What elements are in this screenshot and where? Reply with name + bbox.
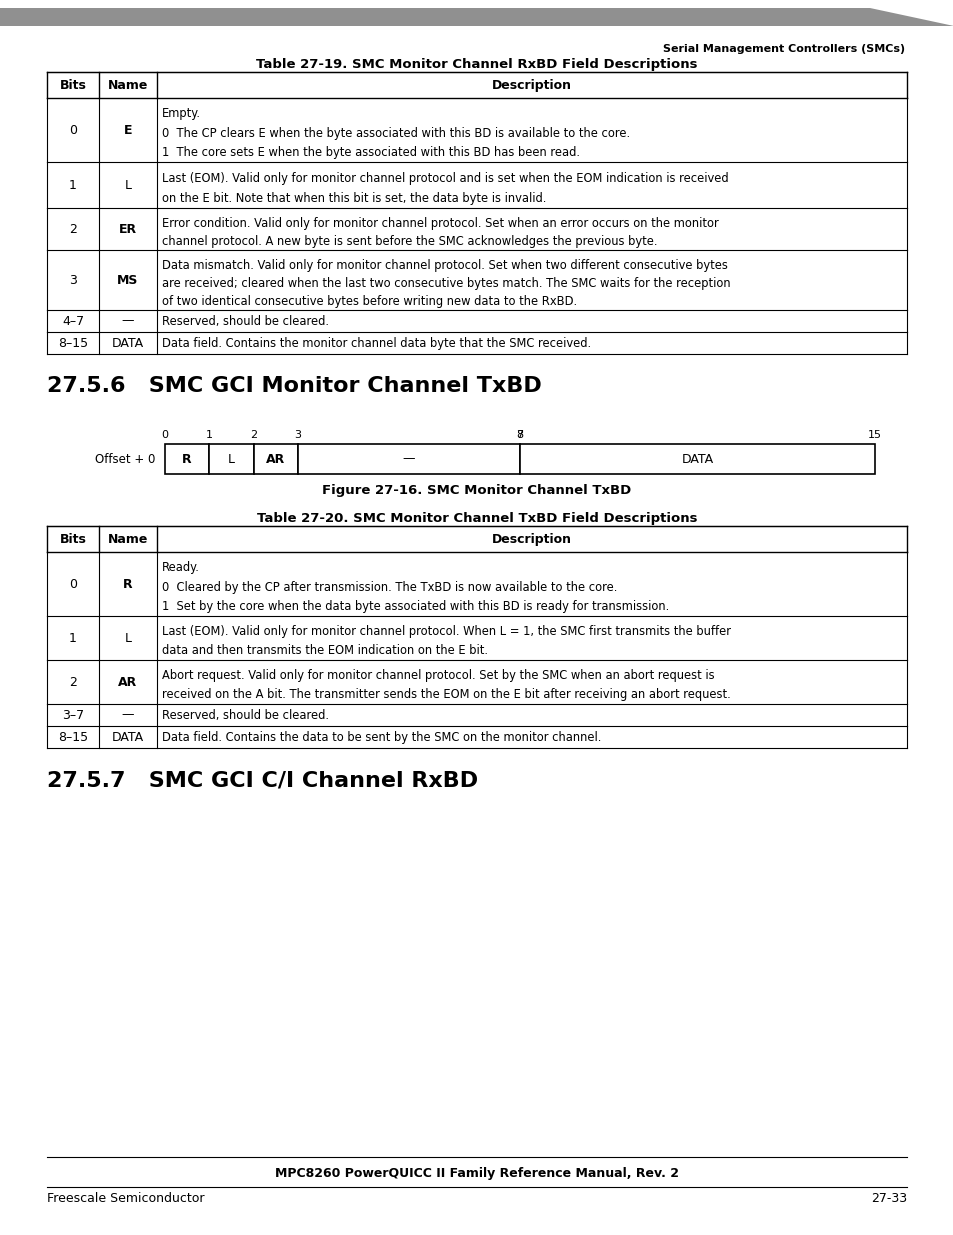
Text: of two identical consecutive bytes before writing new data to the RxBD.: of two identical consecutive bytes befor… <box>162 294 577 308</box>
Text: Data mismatch. Valid only for monitor channel protocol. Set when two different c: Data mismatch. Valid only for monitor ch… <box>162 258 727 272</box>
Text: L: L <box>125 631 132 645</box>
Text: DATA: DATA <box>112 730 144 743</box>
Polygon shape <box>0 7 953 26</box>
Text: Freescale Semiconductor: Freescale Semiconductor <box>47 1192 204 1205</box>
Text: 1: 1 <box>206 430 213 440</box>
Text: 27.5.7   SMC GCI C/I Channel RxBD: 27.5.7 SMC GCI C/I Channel RxBD <box>47 769 477 790</box>
Text: Reserved, should be cleared.: Reserved, should be cleared. <box>162 709 329 721</box>
Text: 2: 2 <box>69 676 77 688</box>
Text: R: R <box>182 452 192 466</box>
Text: Offset + 0: Offset + 0 <box>94 452 154 466</box>
Text: are received; cleared when the last two consecutive bytes match. The SMC waits f: are received; cleared when the last two … <box>162 277 730 289</box>
Text: DATA: DATA <box>680 452 713 466</box>
Text: Name: Name <box>108 532 148 546</box>
Text: Error condition. Valid only for monitor channel protocol. Set when an error occu: Error condition. Valid only for monitor … <box>162 216 718 230</box>
Text: 3: 3 <box>294 430 301 440</box>
Text: Reserved, should be cleared.: Reserved, should be cleared. <box>162 315 329 327</box>
Bar <box>519 445 874 474</box>
Text: channel protocol. A new byte is sent before the SMC acknowledges the previous by: channel protocol. A new byte is sent bef… <box>162 235 657 247</box>
Text: Bits: Bits <box>59 79 87 91</box>
Text: data and then transmits the EOM indication on the E bit.: data and then transmits the EOM indicati… <box>162 643 488 657</box>
Text: on the E bit. Note that when this bit is set, the data byte is invalid.: on the E bit. Note that when this bit is… <box>162 191 546 205</box>
Text: 27.5.6   SMC GCI Monitor Channel TxBD: 27.5.6 SMC GCI Monitor Channel TxBD <box>47 375 541 396</box>
Bar <box>253 445 297 474</box>
Text: Description: Description <box>492 532 572 546</box>
Text: L: L <box>125 179 132 191</box>
Text: 7: 7 <box>516 430 523 440</box>
Bar <box>209 445 253 474</box>
Text: 3: 3 <box>69 273 77 287</box>
Bar <box>165 445 209 474</box>
Text: —: — <box>402 452 415 466</box>
Text: —: — <box>122 315 134 327</box>
Text: Figure 27-16. SMC Monitor Channel TxBD: Figure 27-16. SMC Monitor Channel TxBD <box>322 484 631 496</box>
Text: 2: 2 <box>250 430 257 440</box>
Text: 8: 8 <box>516 430 523 440</box>
Text: AR: AR <box>266 452 285 466</box>
Text: 0  The CP clears E when the byte associated with this BD is available to the cor: 0 The CP clears E when the byte associat… <box>162 126 630 140</box>
Text: AR: AR <box>118 676 137 688</box>
Text: Abort request. Valid only for monitor channel protocol. Set by the SMC when an a: Abort request. Valid only for monitor ch… <box>162 669 714 682</box>
Text: Description: Description <box>492 79 572 91</box>
Text: Bits: Bits <box>59 532 87 546</box>
Text: 2: 2 <box>69 222 77 236</box>
Text: —: — <box>122 709 134 721</box>
Text: Name: Name <box>108 79 148 91</box>
Text: Data field. Contains the data to be sent by the SMC on the monitor channel.: Data field. Contains the data to be sent… <box>162 730 600 743</box>
Text: Table 27-19. SMC Monitor Channel RxBD Field Descriptions: Table 27-19. SMC Monitor Channel RxBD Fi… <box>256 58 697 70</box>
Text: ER: ER <box>119 222 137 236</box>
Text: 27-33: 27-33 <box>870 1192 906 1205</box>
Text: 8–15: 8–15 <box>58 336 88 350</box>
Text: 1: 1 <box>69 179 77 191</box>
Bar <box>297 445 519 474</box>
Text: 1  Set by the core when the data byte associated with this BD is ready for trans: 1 Set by the core when the data byte ass… <box>162 600 669 613</box>
Text: MPC8260 PowerQUICC II Family Reference Manual, Rev. 2: MPC8260 PowerQUICC II Family Reference M… <box>274 1167 679 1179</box>
Text: 3–7: 3–7 <box>62 709 84 721</box>
Text: 1  The core sets E when the byte associated with this BD has been read.: 1 The core sets E when the byte associat… <box>162 146 579 159</box>
Text: 4–7: 4–7 <box>62 315 84 327</box>
Text: Data field. Contains the monitor channel data byte that the SMC received.: Data field. Contains the monitor channel… <box>162 336 591 350</box>
Text: 0  Cleared by the CP after transmission. The TxBD is now available to the core.: 0 Cleared by the CP after transmission. … <box>162 580 617 594</box>
Text: Ready.: Ready. <box>162 561 200 574</box>
Text: Empty.: Empty. <box>162 107 201 120</box>
Text: MS: MS <box>117 273 138 287</box>
Text: 15: 15 <box>867 430 882 440</box>
Text: 0: 0 <box>161 430 169 440</box>
Text: 0: 0 <box>69 578 77 590</box>
Text: 8–15: 8–15 <box>58 730 88 743</box>
Text: R: R <box>123 578 132 590</box>
Text: 1: 1 <box>69 631 77 645</box>
Text: Last (EOM). Valid only for monitor channel protocol and is set when the EOM indi: Last (EOM). Valid only for monitor chann… <box>162 172 728 184</box>
Text: E: E <box>124 124 132 137</box>
Text: DATA: DATA <box>112 336 144 350</box>
Text: 0: 0 <box>69 124 77 137</box>
Text: L: L <box>228 452 234 466</box>
Text: Last (EOM). Valid only for monitor channel protocol. When L = 1, the SMC first t: Last (EOM). Valid only for monitor chann… <box>162 625 730 638</box>
Text: received on the A bit. The transmitter sends the EOM on the E bit after receivin: received on the A bit. The transmitter s… <box>162 688 730 701</box>
Text: Serial Management Controllers (SMCs): Serial Management Controllers (SMCs) <box>662 44 904 54</box>
Text: Table 27-20. SMC Monitor Channel TxBD Field Descriptions: Table 27-20. SMC Monitor Channel TxBD Fi… <box>256 513 697 525</box>
